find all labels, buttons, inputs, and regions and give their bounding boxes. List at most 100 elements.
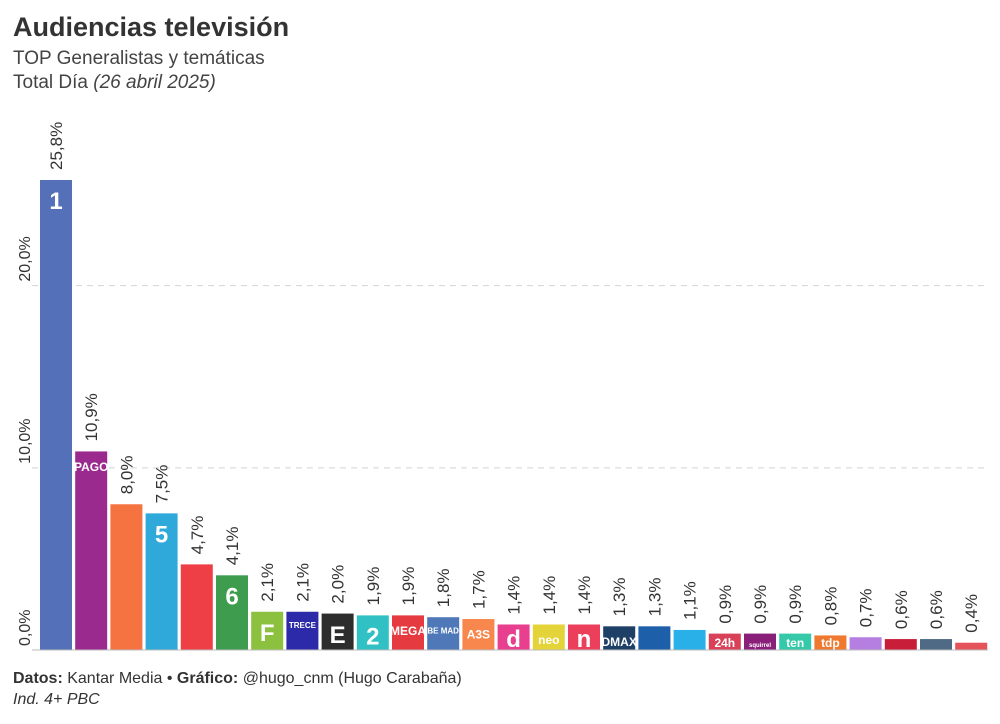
channel-logo-text: E bbox=[330, 622, 346, 649]
value-label: 0,7% bbox=[857, 588, 876, 627]
channel-logo-text: 1 bbox=[49, 188, 62, 215]
source-separator: • bbox=[162, 670, 177, 687]
bar-group: TRECE 2,1% bbox=[286, 563, 319, 650]
channel-logo-text: neo bbox=[538, 633, 559, 647]
date-value: (26 abril 2025) bbox=[93, 72, 216, 93]
bar bbox=[286, 611, 319, 650]
bar bbox=[779, 633, 812, 650]
bar bbox=[814, 635, 847, 650]
bar bbox=[603, 626, 636, 650]
bar-group: 0,6% bbox=[884, 590, 917, 650]
bar-group: 0,6% bbox=[920, 590, 952, 650]
value-label: 1,9% bbox=[399, 567, 418, 606]
graphic-value: @hugo_cnm (Hugo Carabaña) bbox=[242, 670, 462, 687]
value-label: 1,4% bbox=[540, 576, 559, 615]
value-label: 1,7% bbox=[469, 570, 488, 609]
channel-logo-text: TRECE bbox=[289, 621, 317, 630]
bar bbox=[744, 633, 776, 650]
bar bbox=[180, 564, 213, 650]
bar-group: BE MAD 1,8% bbox=[427, 568, 460, 650]
bar bbox=[708, 633, 741, 650]
bar bbox=[884, 639, 917, 650]
channel-logo-text: 5 bbox=[155, 522, 168, 549]
bar bbox=[251, 611, 284, 650]
value-label: 1,8% bbox=[434, 568, 453, 607]
bar bbox=[849, 637, 882, 650]
chart-title: Audiencias televisión bbox=[13, 12, 290, 42]
value-label: 10,9% bbox=[82, 393, 101, 441]
bar-group: neo 1,4% bbox=[532, 576, 565, 650]
y-tick-label: 10,0% bbox=[17, 418, 34, 463]
bar-group: 0,4% bbox=[955, 594, 988, 650]
source-line: Datos: Kantar Media • Gráfico: @hugo_cnm… bbox=[13, 670, 462, 688]
source-value: Kantar Media bbox=[67, 670, 163, 687]
channel-logo-text: DMAX bbox=[602, 635, 637, 649]
bar-group: tdp 0,8% bbox=[814, 587, 847, 650]
graphic-label: Gráfico: bbox=[176, 670, 239, 687]
bar-group: PAGO 10,9% bbox=[74, 393, 108, 650]
bar-group: 6 4,1% bbox=[216, 527, 248, 650]
value-label: 1,9% bbox=[364, 567, 383, 606]
value-label: 1,3% bbox=[610, 578, 629, 617]
bar-group: E 2,0% bbox=[321, 565, 354, 650]
channel-logo-text: n bbox=[577, 626, 592, 653]
channel-logo-text: tdp bbox=[821, 636, 840, 650]
channel-logo-text: MEGA bbox=[390, 624, 426, 638]
bar bbox=[110, 504, 143, 650]
value-label: 7,5% bbox=[153, 465, 172, 504]
bar bbox=[532, 624, 565, 650]
y-tick-label: 0,0% bbox=[17, 610, 34, 646]
bar-group: F 2,1% bbox=[251, 563, 284, 650]
bar bbox=[462, 619, 495, 650]
bar bbox=[75, 451, 108, 650]
value-label: 2,1% bbox=[293, 563, 312, 602]
bar bbox=[568, 624, 600, 650]
sample-note: Ind. 4+ PBC bbox=[13, 691, 100, 708]
value-label: 0,4% bbox=[962, 594, 981, 633]
bar bbox=[673, 629, 706, 650]
value-label: 0,6% bbox=[927, 590, 946, 629]
value-label: 1,4% bbox=[575, 576, 594, 615]
channel-logo-text: d bbox=[506, 626, 521, 653]
bar-group: 4,7% bbox=[180, 516, 213, 650]
chart-subtitle: TOP Generalistas y temáticas bbox=[13, 48, 265, 69]
chart-date: Total Día (26 abril 2025) bbox=[13, 72, 216, 94]
bar-group: 2 1,9% bbox=[356, 567, 389, 651]
bar-chart: 0,0% 10,0% 20,0% 1 25,8% PAGO 10,9% 8,0% 5 7,5% 4,… bbox=[17, 121, 988, 653]
channel-logo-text: PAGO bbox=[74, 460, 108, 474]
bar bbox=[427, 617, 460, 650]
value-label: 4,1% bbox=[223, 527, 242, 566]
value-label: 0,9% bbox=[751, 585, 770, 624]
bar-group: MEGA 1,9% bbox=[390, 567, 426, 650]
date-prefix: Total Día bbox=[13, 72, 88, 93]
bar-group: d 1,4% bbox=[497, 576, 530, 653]
bar bbox=[497, 624, 530, 650]
y-tick-label: 20,0% bbox=[17, 236, 34, 281]
value-label: 1,3% bbox=[645, 578, 664, 617]
channel-logo-text: F bbox=[260, 620, 275, 647]
bar-group: ten 0,9% bbox=[779, 585, 812, 650]
bar-group: DMAX 1,3% bbox=[602, 578, 637, 650]
value-label: 1,4% bbox=[505, 576, 524, 615]
bar-group: n 1,4% bbox=[568, 576, 600, 653]
bar bbox=[920, 639, 952, 650]
bar-group: 1,3% bbox=[638, 578, 671, 650]
value-label: 1,1% bbox=[681, 581, 700, 620]
channel-logo-text: BE MAD bbox=[427, 627, 459, 636]
bar-group: 0,7% bbox=[849, 588, 882, 650]
value-label: 0,8% bbox=[821, 587, 840, 626]
bar bbox=[356, 615, 389, 650]
source-label: Datos: bbox=[13, 670, 63, 687]
bar bbox=[392, 615, 424, 650]
bar-group: 5 7,5% bbox=[145, 465, 178, 650]
value-label: 0,9% bbox=[716, 585, 735, 624]
value-label: 2,0% bbox=[329, 565, 348, 604]
bar bbox=[145, 513, 178, 650]
bar-group: A3S 1,7% bbox=[462, 570, 495, 650]
value-label: 8,0% bbox=[117, 456, 136, 495]
value-label: 4,7% bbox=[188, 516, 207, 555]
value-label: 25,8% bbox=[47, 122, 66, 170]
bar bbox=[321, 613, 354, 650]
channel-logo-text: 24h bbox=[714, 636, 735, 650]
bar bbox=[955, 642, 988, 650]
